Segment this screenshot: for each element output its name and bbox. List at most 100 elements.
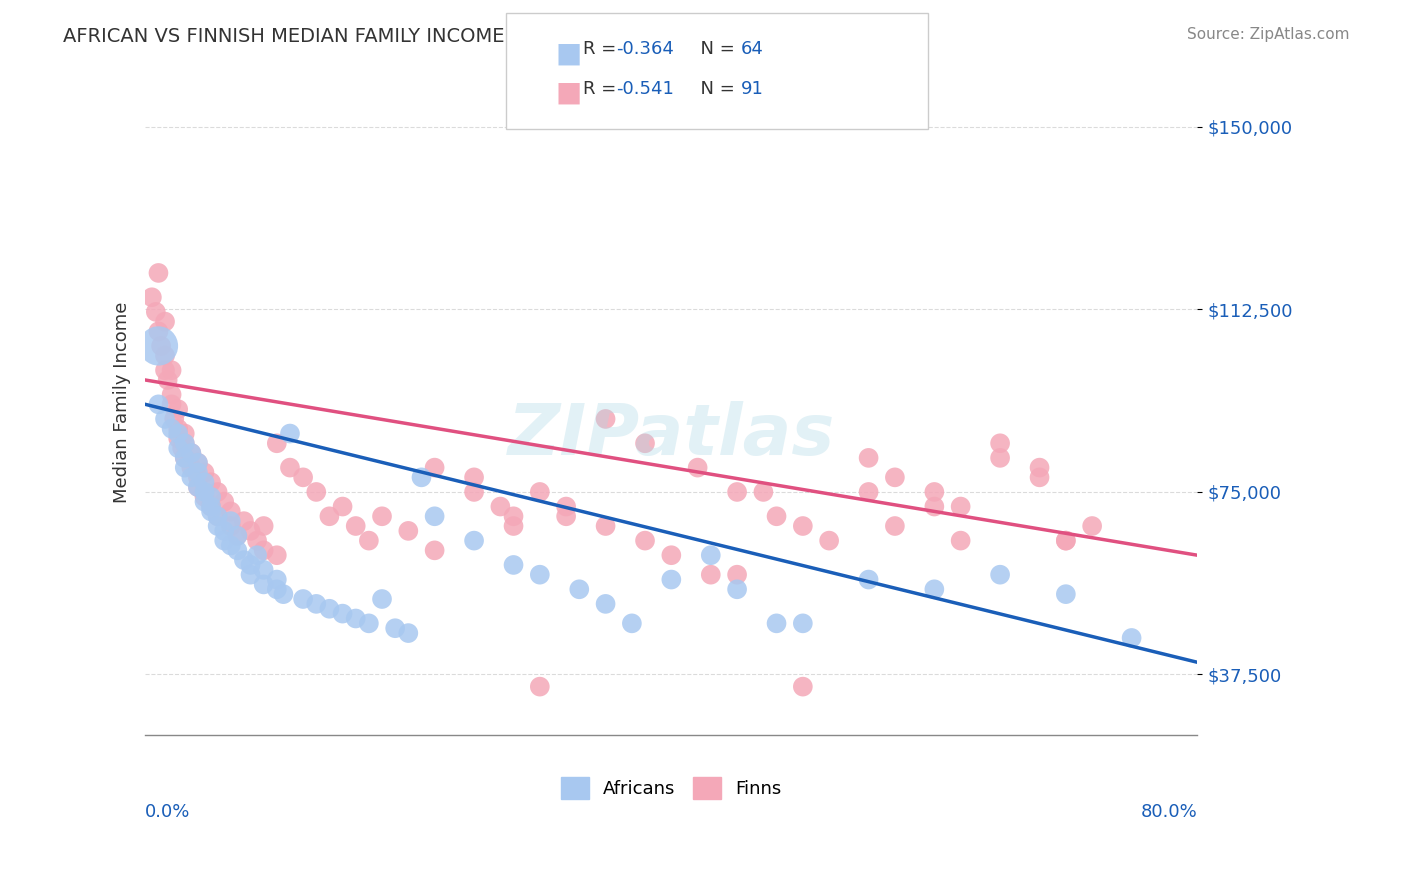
Point [1028,460,1050,475]
Point [212,524,235,538]
Point [529,485,551,500]
Point [1054,533,1077,548]
Point [200,500,222,514]
Point [765,616,787,631]
Point [411,470,433,484]
Text: AFRICAN VS FINNISH MEDIAN FAMILY INCOME CORRELATION CHART: AFRICAN VS FINNISH MEDIAN FAMILY INCOME … [63,27,721,45]
Point [167,422,190,436]
Point [371,509,394,524]
Point [725,567,748,582]
Point [924,582,946,597]
Point [502,519,524,533]
Point [1054,533,1077,548]
Point [396,524,419,538]
Point [266,436,288,450]
Point [818,533,841,548]
Point [659,573,682,587]
Point [148,324,170,338]
Point [150,339,173,353]
Point [752,485,775,500]
Point [219,539,242,553]
Point [792,616,814,631]
Point [266,548,288,562]
Text: ■: ■ [555,78,582,106]
Text: N =: N = [689,40,741,58]
Point [153,349,176,363]
Point [253,543,276,558]
Point [949,533,972,548]
Point [193,494,215,508]
Point [167,426,190,441]
Point [595,519,617,533]
Point [305,597,328,611]
Point [423,460,446,475]
Point [180,446,202,460]
Point [160,363,183,377]
Point [595,412,617,426]
Point [172,441,194,455]
Point [145,305,167,319]
Point [187,456,209,470]
Point [187,470,209,484]
Point [148,339,170,353]
Point [207,509,229,524]
Legend: Africans, Finns: Africans, Finns [554,770,789,806]
Point [529,567,551,582]
Point [187,480,209,494]
Point [167,402,190,417]
Point [332,500,354,514]
Point [423,543,446,558]
Point [620,616,643,631]
Point [686,460,709,475]
Point [212,533,235,548]
Point [219,519,242,533]
Point [207,485,229,500]
Point [141,290,163,304]
Point [163,412,186,426]
Text: -0.541: -0.541 [616,80,673,98]
Point [193,475,215,490]
Point [207,519,229,533]
Text: 64: 64 [741,40,763,58]
Point [173,450,195,465]
Point [253,563,276,577]
Point [858,450,880,465]
Point [173,460,195,475]
Point [423,509,446,524]
Point [1054,587,1077,601]
Point [226,529,249,543]
Point [193,490,215,504]
Point [180,460,202,475]
Point [396,626,419,640]
Point [384,621,406,635]
Point [180,446,202,460]
Point [160,422,183,436]
Point [659,548,682,562]
Point [924,500,946,514]
Point [148,266,170,280]
Point [489,500,512,514]
Text: R =: R = [583,40,623,58]
Point [988,450,1011,465]
Point [226,529,249,543]
Text: 0.0%: 0.0% [145,804,191,822]
Point [173,436,195,450]
Point [357,533,380,548]
Text: Source: ZipAtlas.com: Source: ZipAtlas.com [1187,27,1350,42]
Point [568,582,591,597]
Point [278,460,301,475]
Point [700,548,723,562]
Point [924,485,946,500]
Point [332,607,354,621]
Point [239,558,262,572]
Text: 80.0%: 80.0% [1140,804,1198,822]
Point [463,470,485,484]
Point [371,592,394,607]
Point [253,577,276,591]
Point [226,543,249,558]
Point [858,573,880,587]
Text: R =: R = [583,80,623,98]
Point [187,466,209,480]
Point [1028,470,1050,484]
Point [180,470,202,484]
